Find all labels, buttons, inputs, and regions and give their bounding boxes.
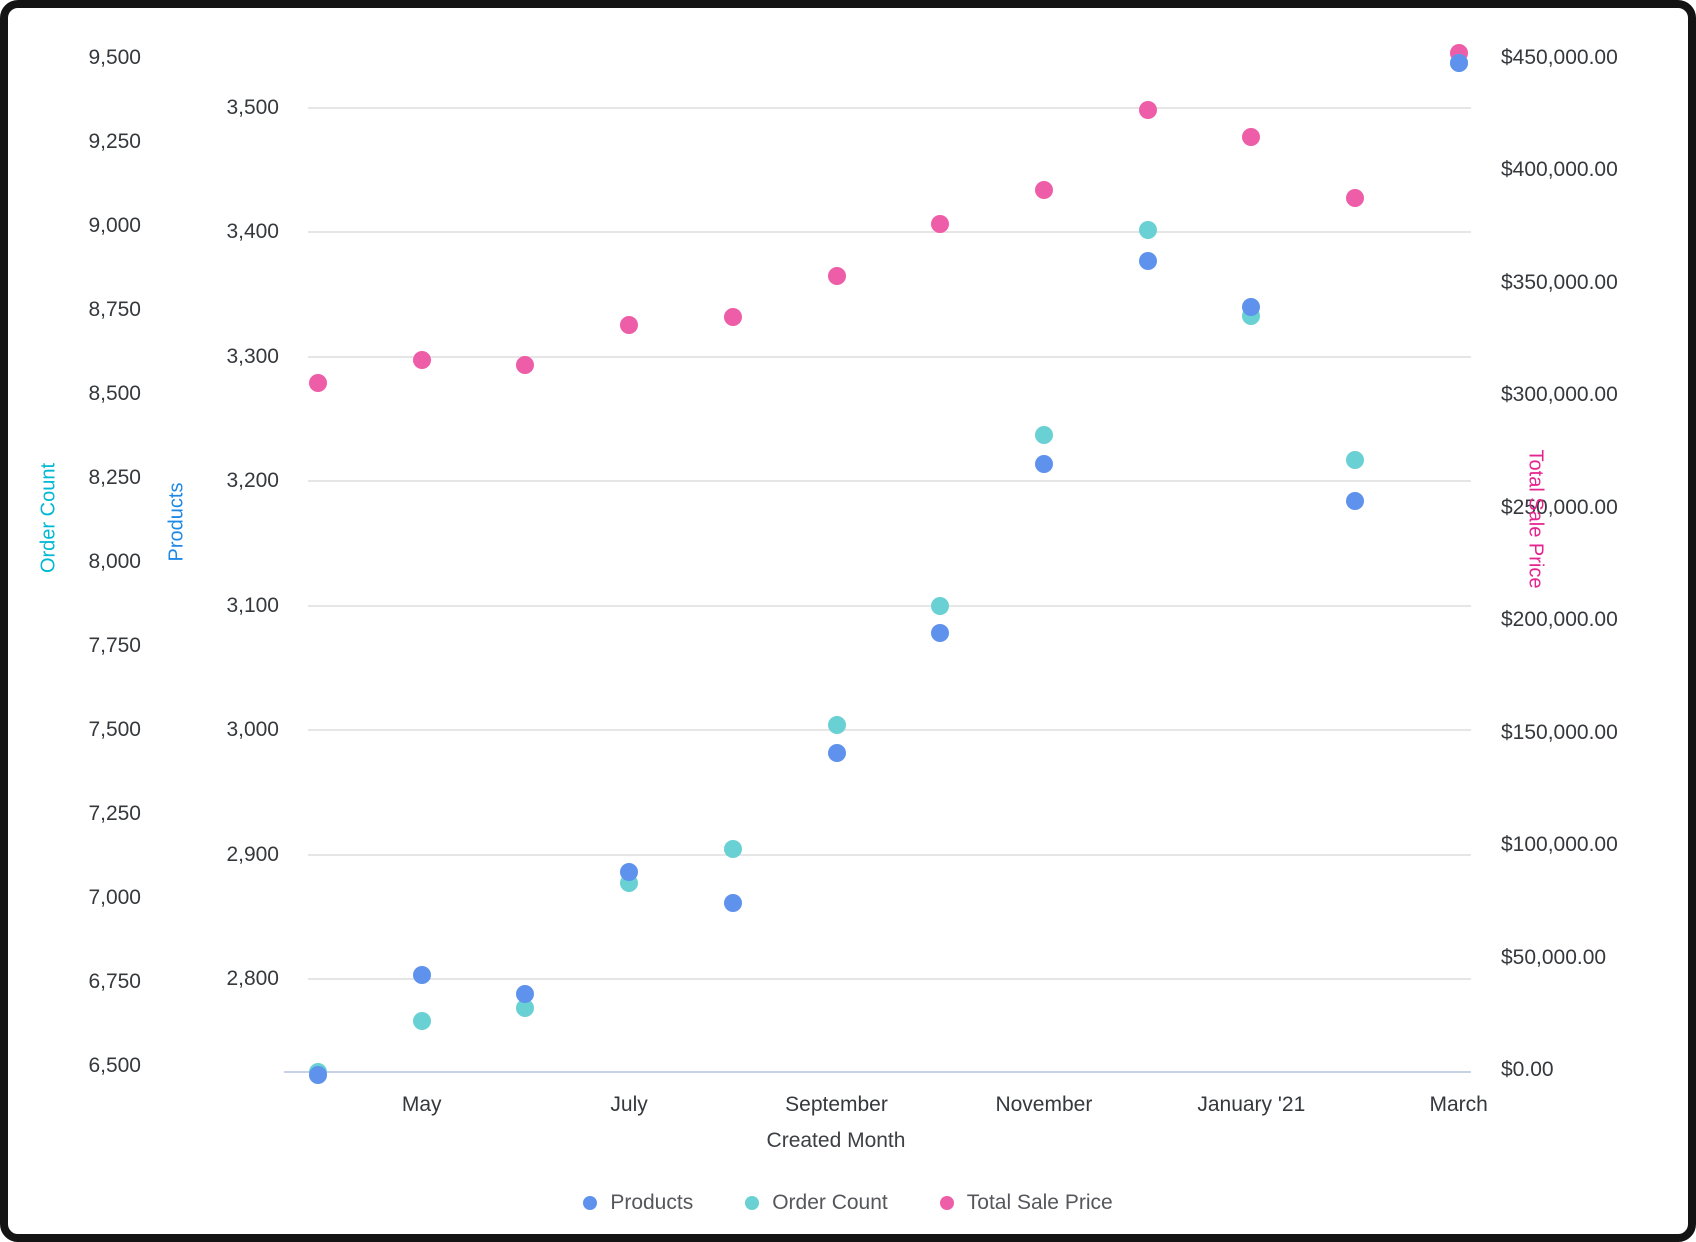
order_count-tick-label: 8,500 [88,382,141,405]
products-point[interactable] [620,862,639,881]
products-tick-label: 3,400 [226,220,279,244]
scatter-chart: 9,500 9,250 9,000 8,750 8,500 8,250 8,000 7,750… [8,8,1688,1234]
total_sale_price-tick-label: $300,000.00 [1501,383,1618,407]
products-tick-label: 2,900 [226,842,279,866]
order_count-tick-label: 8,750 [88,298,141,321]
total-sale-price-axis-title: Total Sale Price [1524,449,1547,589]
order_count-tick-label: 8,000 [88,550,141,573]
gridline [308,604,1471,607]
x-tick-label: July [610,1093,648,1116]
gridline [308,978,1471,980]
legend-marker-icon [939,1196,954,1210]
order-count-point[interactable] [1346,450,1364,469]
total_sale_price-tick-label: $200,000.00 [1501,608,1618,632]
total_sale_price-tick-label: $0.00 [1501,1058,1554,1081]
total-sale-price-point[interactable] [1346,188,1364,207]
gridline [308,480,1471,483]
order-count-point[interactable] [1034,425,1053,444]
total-sale-price-point[interactable] [309,373,327,392]
products-tick-label: 2,800 [226,967,279,990]
total_sale_price-tick-label: $350,000.00 [1501,270,1618,294]
products-tick-label: 3,500 [226,96,279,119]
x-axis-title: Created Month [766,1129,906,1152]
order-count-point[interactable] [412,1011,431,1030]
gridline [308,355,1471,358]
total-sale-price-point[interactable] [931,214,950,233]
products-point[interactable] [516,984,535,1003]
total-sale-price-point[interactable] [412,351,431,370]
order_count-tick-label: 7,750 [88,634,141,657]
legend-label: Total Sale Price [966,1191,1113,1214]
total-sale-price-point[interactable] [516,355,535,374]
total_sale_price-tick-label: $150,000.00 [1501,720,1618,744]
products-point[interactable] [1346,492,1364,511]
total_sale_price-tick-label: $450,000.00 [1501,46,1618,69]
gridline [308,107,1471,109]
gridline [308,231,1471,234]
products-point[interactable] [412,966,431,985]
order_count-tick-label: 7,500 [88,718,141,741]
products-tick-label: 3,100 [226,593,279,617]
total_sale_price-tick-label: $100,000.00 [1501,833,1618,857]
order-count-point[interactable] [516,998,535,1017]
products-point[interactable] [1242,298,1261,317]
total-sale-price-point[interactable] [723,308,742,327]
products-point[interactable] [723,894,742,913]
products-point[interactable] [1449,54,1468,73]
order_count-tick-label: 6,750 [88,970,141,993]
x-axis-baseline [284,1071,1471,1073]
order_count-tick-label: 8,250 [88,466,141,489]
legend-marker-icon [583,1196,598,1210]
x-tick-label: September [785,1093,888,1116]
products-tick-label: 3,000 [226,718,279,742]
products-point[interactable] [309,1065,327,1084]
order_count-tick-label: 7,000 [88,886,141,909]
total-sale-price-point[interactable] [1138,100,1157,119]
total_sale_price-tick-label: $250,000.00 [1501,495,1618,519]
x-tick-label: March [1429,1093,1488,1116]
x-tick-label: November [995,1093,1093,1116]
legend-item-total-sale-price[interactable]: Total Sale Price [939,1191,1113,1215]
order_count-tick-label: 9,500 [88,46,141,69]
x-tick-label: May [401,1093,442,1116]
gridline [308,729,1471,732]
products-tick-label: 3,200 [226,469,279,493]
total_sale_price-tick-label: $400,000.00 [1501,158,1618,182]
legend-label: Products [610,1191,694,1214]
chart-legend: Products Order Count Total Sale Price [8,1191,1688,1215]
legend-label: Order Count [772,1191,888,1214]
total-sale-price-point[interactable] [827,266,846,285]
order_count-tick-label: 9,250 [88,130,141,153]
products-point[interactable] [1138,252,1157,271]
legend-marker-icon [745,1196,760,1210]
order_count-tick-label: 7,250 [88,802,141,825]
order-count-point[interactable] [723,839,742,858]
order-count-point[interactable] [931,597,950,616]
products-tick-label: 3,300 [226,344,279,368]
total-sale-price-point[interactable] [620,315,639,334]
legend-item-products[interactable]: Products [583,1191,693,1215]
order-count-point[interactable] [1138,221,1157,240]
total-sale-price-point[interactable] [1242,127,1261,146]
products-axis-title: Products [165,482,188,562]
gridline [308,853,1471,856]
legend-item-order-count[interactable]: Order Count [745,1191,888,1215]
order_count-tick-label: 9,000 [88,214,141,237]
products-point[interactable] [931,624,950,643]
total-sale-price-point[interactable] [1034,181,1053,199]
order-count-point[interactable] [827,715,846,734]
x-tick-label: January '21 [1197,1093,1306,1116]
order-count-axis-title: Order Count [37,462,60,574]
total_sale_price-tick-label: $50,000.00 [1501,945,1607,969]
products-point[interactable] [827,743,846,762]
products-point[interactable] [1034,454,1053,473]
order_count-tick-label: 6,500 [88,1054,141,1077]
